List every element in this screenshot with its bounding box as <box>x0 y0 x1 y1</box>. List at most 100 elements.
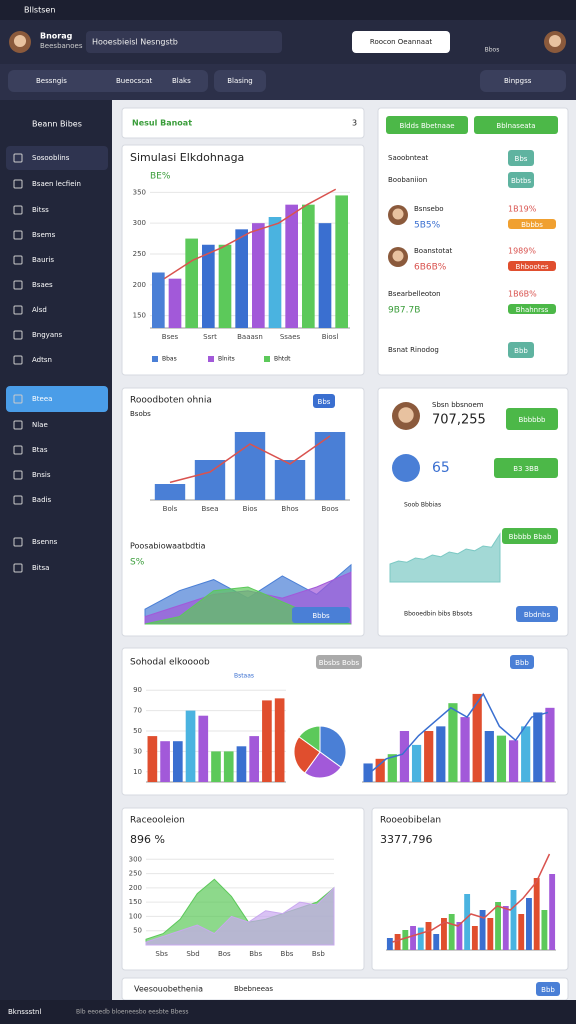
header-button[interactable] <box>352 31 450 53</box>
button-label[interactable]: Bbb <box>515 659 529 667</box>
button[interactable] <box>292 607 350 623</box>
tab-box[interactable] <box>214 70 266 92</box>
button[interactable] <box>508 261 556 271</box>
button[interactable] <box>536 982 560 996</box>
sidebar-item[interactable]: Bauris <box>32 256 54 264</box>
sidebar-item[interactable]: Bsems <box>32 231 56 239</box>
legend-label: Bhtdt <box>274 356 291 363</box>
bar <box>502 906 509 950</box>
button-label[interactable]: Bbb <box>541 986 555 994</box>
button[interactable] <box>508 150 534 166</box>
sidebar-item[interactable]: Bteea <box>32 395 52 403</box>
search-text: Hooesbieisl Nesngstb <box>92 38 178 47</box>
sidebar-item[interactable]: Sosooblins <box>32 154 70 162</box>
x-tick-label: Bbs <box>281 950 294 958</box>
button-label[interactable]: Bbbbbb <box>518 416 546 424</box>
button[interactable] <box>510 655 534 669</box>
button-label[interactable]: Bbbbb Bbab <box>509 533 552 541</box>
sidebar-item[interactable]: Bitsa <box>32 564 49 572</box>
button[interactable] <box>386 116 468 134</box>
button-label[interactable]: Bbtbs <box>511 177 531 185</box>
search-box[interactable] <box>86 31 282 53</box>
button[interactable] <box>506 408 558 430</box>
button-label[interactable]: Bbs <box>318 398 331 406</box>
bar <box>526 898 532 950</box>
footer <box>0 1000 576 1024</box>
button[interactable] <box>508 304 556 314</box>
button-label[interactable]: Bhbootes <box>516 263 549 271</box>
bar <box>487 918 494 950</box>
sidebar-item[interactable]: Bsaes <box>32 281 53 289</box>
legend-swatch <box>264 356 270 362</box>
panel-title: Sohodal elkoooob <box>130 658 210 668</box>
button[interactable] <box>313 394 335 408</box>
sidebar-item[interactable]: Alsd <box>32 306 47 314</box>
button-label[interactable]: Bhahnrss <box>516 306 549 314</box>
sidebar-item[interactable]: Bnsis <box>32 471 51 479</box>
bar <box>285 204 298 328</box>
button-label[interactable]: Bbbbs <box>521 221 543 229</box>
button-label[interactable]: Bbdnbs <box>524 611 551 619</box>
title-bar <box>0 0 576 20</box>
sidebar-item[interactable]: Bngyans <box>32 331 63 339</box>
bar <box>318 223 332 328</box>
y-tick-label: 50 <box>133 727 142 735</box>
button[interactable] <box>474 116 558 134</box>
sidebar-item[interactable]: Badis <box>32 496 51 504</box>
x-tick-label: Baaasn <box>237 333 263 341</box>
bar <box>274 698 285 782</box>
button[interactable] <box>508 342 534 358</box>
bar <box>152 272 165 328</box>
x-tick-label: Boos <box>321 505 338 513</box>
button-label[interactable]: Bldds Bbetnaae <box>399 122 454 130</box>
bar <box>172 741 183 782</box>
button[interactable] <box>516 606 558 622</box>
sidebar-item-bg <box>6 146 108 170</box>
sidebar-icon <box>13 495 23 505</box>
x-tick-label: Bols <box>163 505 178 513</box>
sidebar-item[interactable]: Btas <box>32 446 48 454</box>
bar <box>433 934 440 950</box>
x-tick-label: Bhos <box>281 505 299 513</box>
sidebar-item[interactable]: Bitss <box>32 206 49 214</box>
button[interactable] <box>316 655 362 669</box>
sidebar-item[interactable]: Bsenns <box>32 538 58 546</box>
trend-line <box>163 188 337 280</box>
bar <box>202 244 215 328</box>
button-label[interactable]: B3 3BB <box>513 465 539 473</box>
button-label[interactable]: Bblnaseata <box>496 122 535 130</box>
y-tick-label: 300 <box>133 219 146 227</box>
header-button-label[interactable]: Roocon Oeannaat <box>370 38 432 46</box>
button[interactable] <box>508 172 534 188</box>
button-label[interactable]: Bbs <box>515 155 528 163</box>
sidebar-item[interactable]: Adtsn <box>32 356 52 364</box>
button-label[interactable]: Bbsbs Bobs <box>319 659 360 667</box>
stat: 896 % <box>130 833 165 846</box>
action-box[interactable] <box>480 70 566 92</box>
button[interactable] <box>502 528 558 544</box>
y-tick-label: 10 <box>133 768 142 776</box>
tab-group[interactable] <box>8 70 208 92</box>
button-label[interactable]: Bbb <box>514 347 528 355</box>
pie-slice <box>298 725 321 753</box>
panel <box>121 107 365 139</box>
stat: 3377,796 <box>380 833 433 846</box>
y-tick-label: 150 <box>133 312 146 320</box>
sidebar-item[interactable]: Bsaen lecfiein <box>32 180 81 188</box>
button[interactable] <box>494 458 558 478</box>
bar <box>402 930 409 950</box>
y-tick-label: 70 <box>133 707 142 715</box>
sidebar <box>0 100 112 1000</box>
row-sub: 9B7.7B <box>388 306 420 316</box>
bar <box>545 707 555 782</box>
button-label[interactable]: Bbbs <box>312 612 330 620</box>
bar <box>302 204 315 328</box>
panel-title: Rooeobibelan <box>380 816 441 826</box>
caption: Soob Bbbias <box>404 502 441 509</box>
bar <box>185 710 196 782</box>
toolbar-action: Binpgss <box>504 77 532 85</box>
sidebar-active[interactable] <box>6 386 108 412</box>
sidebar-item[interactable]: Nlae <box>32 421 48 429</box>
button[interactable] <box>508 219 556 229</box>
bar <box>479 910 486 950</box>
